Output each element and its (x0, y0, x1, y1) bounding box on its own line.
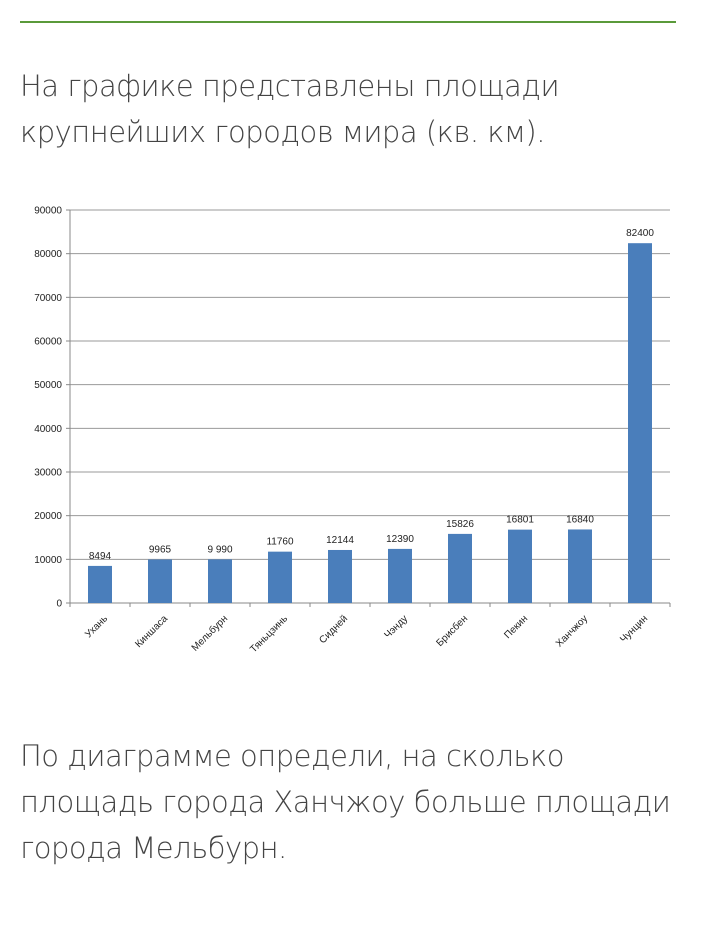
data-label: 16840 (566, 514, 594, 525)
intro-text: На графике представлены площади крупнейш… (20, 69, 560, 149)
y-tick-label: 40000 (34, 424, 62, 435)
bar (388, 548, 412, 603)
y-tick-label: 80000 (34, 249, 62, 260)
bar (448, 533, 472, 603)
x-tick-label: Сидней (317, 613, 350, 646)
bar-chart: 0 10000 20000 30000 40000 50000 60000 70000 8000… (34, 206, 671, 655)
data-label: 9965 (149, 544, 172, 555)
x-tick-label: Ханчжоу (554, 613, 590, 649)
data-label: 11760 (266, 537, 294, 548)
bar (208, 559, 232, 603)
data-label: 8494 (89, 551, 112, 562)
x-tick-label: Ухань (83, 613, 110, 640)
x-tick-label: Тяньцзинь (248, 613, 290, 655)
bar (628, 243, 652, 603)
bar (568, 529, 592, 603)
y-tick-label: 90000 (34, 206, 62, 217)
x-tick-label: Мельбурн (189, 613, 230, 654)
x-tick-label: Брисбен (434, 613, 470, 649)
bar (508, 529, 532, 603)
y-tick-label: 20000 (34, 511, 62, 522)
question-text: По диаграмме определи, на сколько площад… (20, 739, 671, 865)
bar (328, 549, 352, 603)
data-label: 82400 (626, 228, 654, 239)
data-label: 16801 (506, 515, 534, 526)
data-label: 12390 (386, 534, 414, 545)
x-tick-label: Чунцин (618, 613, 650, 645)
x-tick-label: Пекин (502, 613, 530, 641)
y-tick-label: 60000 (34, 337, 62, 348)
section-divider (20, 21, 676, 23)
data-label: 12144 (326, 535, 354, 546)
bar (148, 559, 172, 603)
y-tick-label: 10000 (34, 555, 62, 566)
y-tick-label: 50000 (34, 380, 62, 391)
data-label: 9 990 (207, 544, 232, 555)
bar (268, 551, 292, 603)
x-tick-label: Чэнду (382, 613, 410, 641)
data-label: 15826 (446, 519, 474, 530)
x-tick-label: Киншаса (133, 613, 170, 650)
y-tick-label: 70000 (34, 293, 62, 304)
y-tick-label: 0 (56, 599, 62, 610)
y-tick-label: 30000 (34, 468, 62, 479)
bar (88, 565, 112, 603)
